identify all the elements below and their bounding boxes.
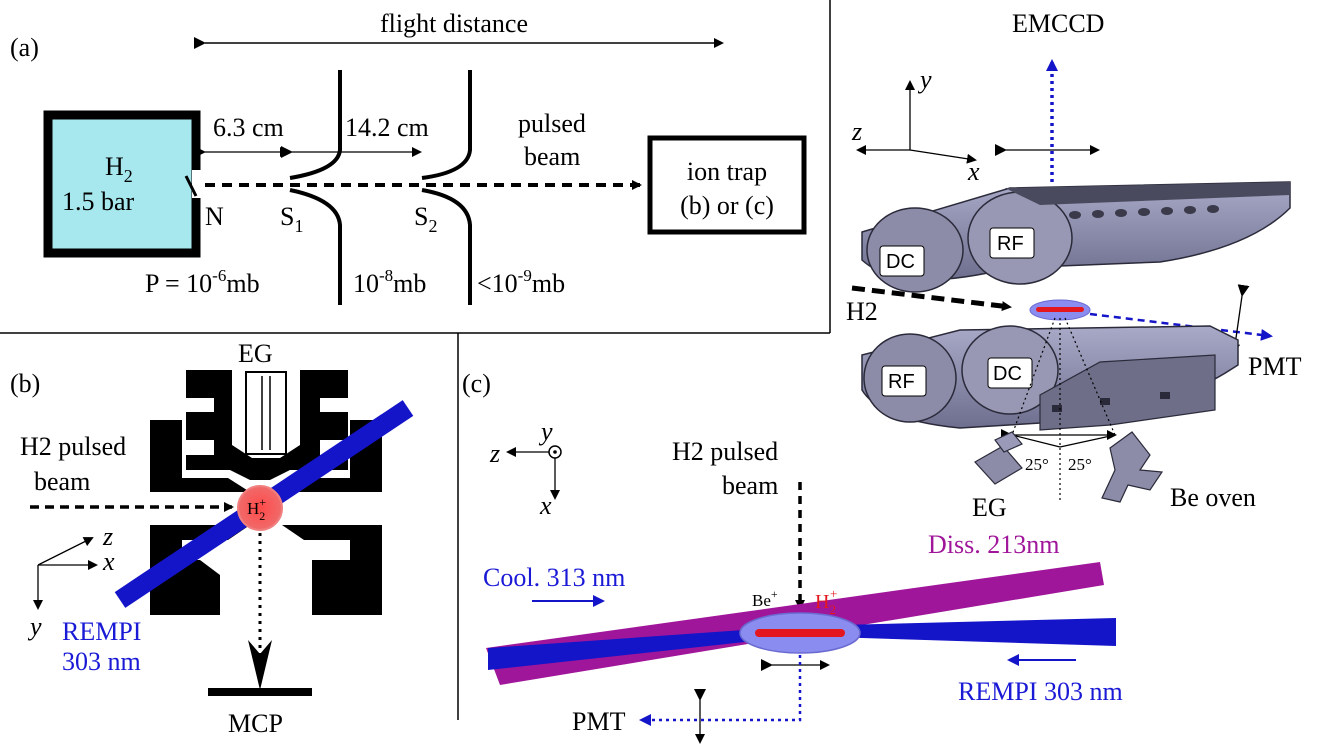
emccd-label: EMCCD [1012, 9, 1104, 38]
skimmer1-upper [289, 70, 342, 180]
axis-y-label-b: y [27, 612, 42, 641]
axis-z-label-3d: z [851, 117, 862, 146]
angle-label-2: 25° [1068, 455, 1092, 474]
skimmer2-label: S2 [414, 202, 437, 236]
source-gas: H2 [105, 152, 133, 186]
pmt-label-3d: PMT [1248, 352, 1302, 381]
dc-bot-label: DC [993, 363, 1022, 385]
eg-label: EG [238, 339, 273, 368]
beam-label: beam [524, 142, 580, 171]
axis-z-b [37, 537, 94, 566]
eg-label-3d: EG [972, 493, 1007, 522]
axis-x-label-c: x [539, 491, 552, 520]
panel-b-label: (b) [10, 369, 40, 398]
nozzle-gap [192, 170, 202, 198]
be-oven [1101, 431, 1164, 503]
angle-left [1011, 434, 1061, 448]
flight-distance-label: flight distance [380, 9, 528, 38]
h2-ion-string [755, 629, 845, 637]
oven-sightline [1064, 317, 1116, 436]
skimmer1-label: S1 [280, 202, 303, 236]
h2-ion-b [237, 485, 283, 531]
axis-z-label-c: z [489, 439, 500, 468]
h2-label-3d: H2 [846, 297, 878, 326]
pressure-1: P = 10-6mb [145, 266, 260, 298]
cool-label: Cool. 313 nm [483, 563, 625, 592]
dc-top-label: DC [886, 251, 915, 273]
axis-z-label-b: z [102, 522, 113, 551]
nozzle [184, 175, 198, 197]
diss-label: Diss. 213nm [928, 530, 1059, 559]
rempi-label-c: REMPI 303 nm [958, 677, 1123, 706]
axis-y-label-c: y [538, 417, 553, 446]
h2-ions-3d [1036, 307, 1084, 312]
skimmer2-lower [421, 188, 472, 305]
axis-x-label-b: x [102, 547, 115, 576]
be-oven-label: Be oven [1170, 483, 1256, 512]
skimmer2-upper [421, 70, 472, 180]
angle-label-1: 25° [1025, 455, 1049, 474]
panel-3d: EMCCD y x z DC [846, 9, 1302, 522]
upper-electrodes [861, 181, 1291, 293]
rf-bot-label: RF [888, 371, 915, 393]
h2-beam-3d [851, 285, 1012, 312]
mcp-arrowhead [248, 640, 272, 690]
rempi-label-b1: REMPI [62, 617, 141, 646]
mcp-label: MCP [228, 709, 283, 738]
pressure-2: 10-8mb [353, 266, 426, 298]
ion-trap-line1: ion trap [687, 157, 767, 186]
ion-trap-box [647, 135, 807, 235]
pulsed-label: pulsed [518, 109, 586, 138]
ion-trap-line2: (b) or (c) [680, 191, 774, 220]
panel-a: (a) flight distance H2 1.5 bar N 6.3 cm … [10, 9, 807, 305]
h2-pulsed-label-b: H2 pulsed [20, 432, 126, 461]
axis-y-label-3d: y [917, 65, 932, 94]
electron-gun [974, 431, 1023, 485]
lower-electrodes [861, 325, 1239, 431]
angle-right [1059, 434, 1116, 448]
h2-label-c: H2+ [815, 586, 837, 617]
beam-label-b: beam [34, 467, 90, 496]
pmt-path-3d [1089, 312, 1273, 341]
beam-label-c: beam [722, 471, 778, 500]
panel-borders [0, 0, 831, 720]
nozzle-label: N [205, 202, 224, 231]
source-chamber [43, 110, 201, 258]
eg-sightline [1011, 317, 1056, 436]
pmt-label-c: PMT [572, 707, 626, 736]
source-pressure: 1.5 bar [62, 187, 135, 216]
dist2-label: 14.2 cm [345, 113, 429, 142]
panel-c-label: (c) [462, 369, 491, 398]
eg-tube [245, 371, 287, 455]
panel-a-label: (a) [10, 33, 39, 62]
panel-b: (b) EG H2 pulsed beam H2+ MCP [10, 339, 414, 738]
h2-pulsed-label-c: H2 pulsed [672, 437, 778, 466]
rempi-label-b2: 303 nm [62, 647, 141, 676]
rf-top-label: RF [997, 233, 1024, 255]
axis-x-3d [909, 149, 977, 164]
cool-rempi-laser [488, 618, 1116, 670]
dist1-label: 6.3 cm [213, 113, 284, 142]
pressure-3: <10-9mb [477, 266, 565, 298]
axis-x-label-3d: x [967, 157, 980, 186]
skimmer1-lower [289, 188, 342, 305]
be-label: Be+ [752, 587, 778, 610]
mcp-plate [208, 688, 312, 696]
h2-ion-label-b: H2+ [247, 495, 266, 523]
panel-c: (c) y z x H2 pulsed beam Diss. 213nm Coo… [462, 369, 1123, 744]
